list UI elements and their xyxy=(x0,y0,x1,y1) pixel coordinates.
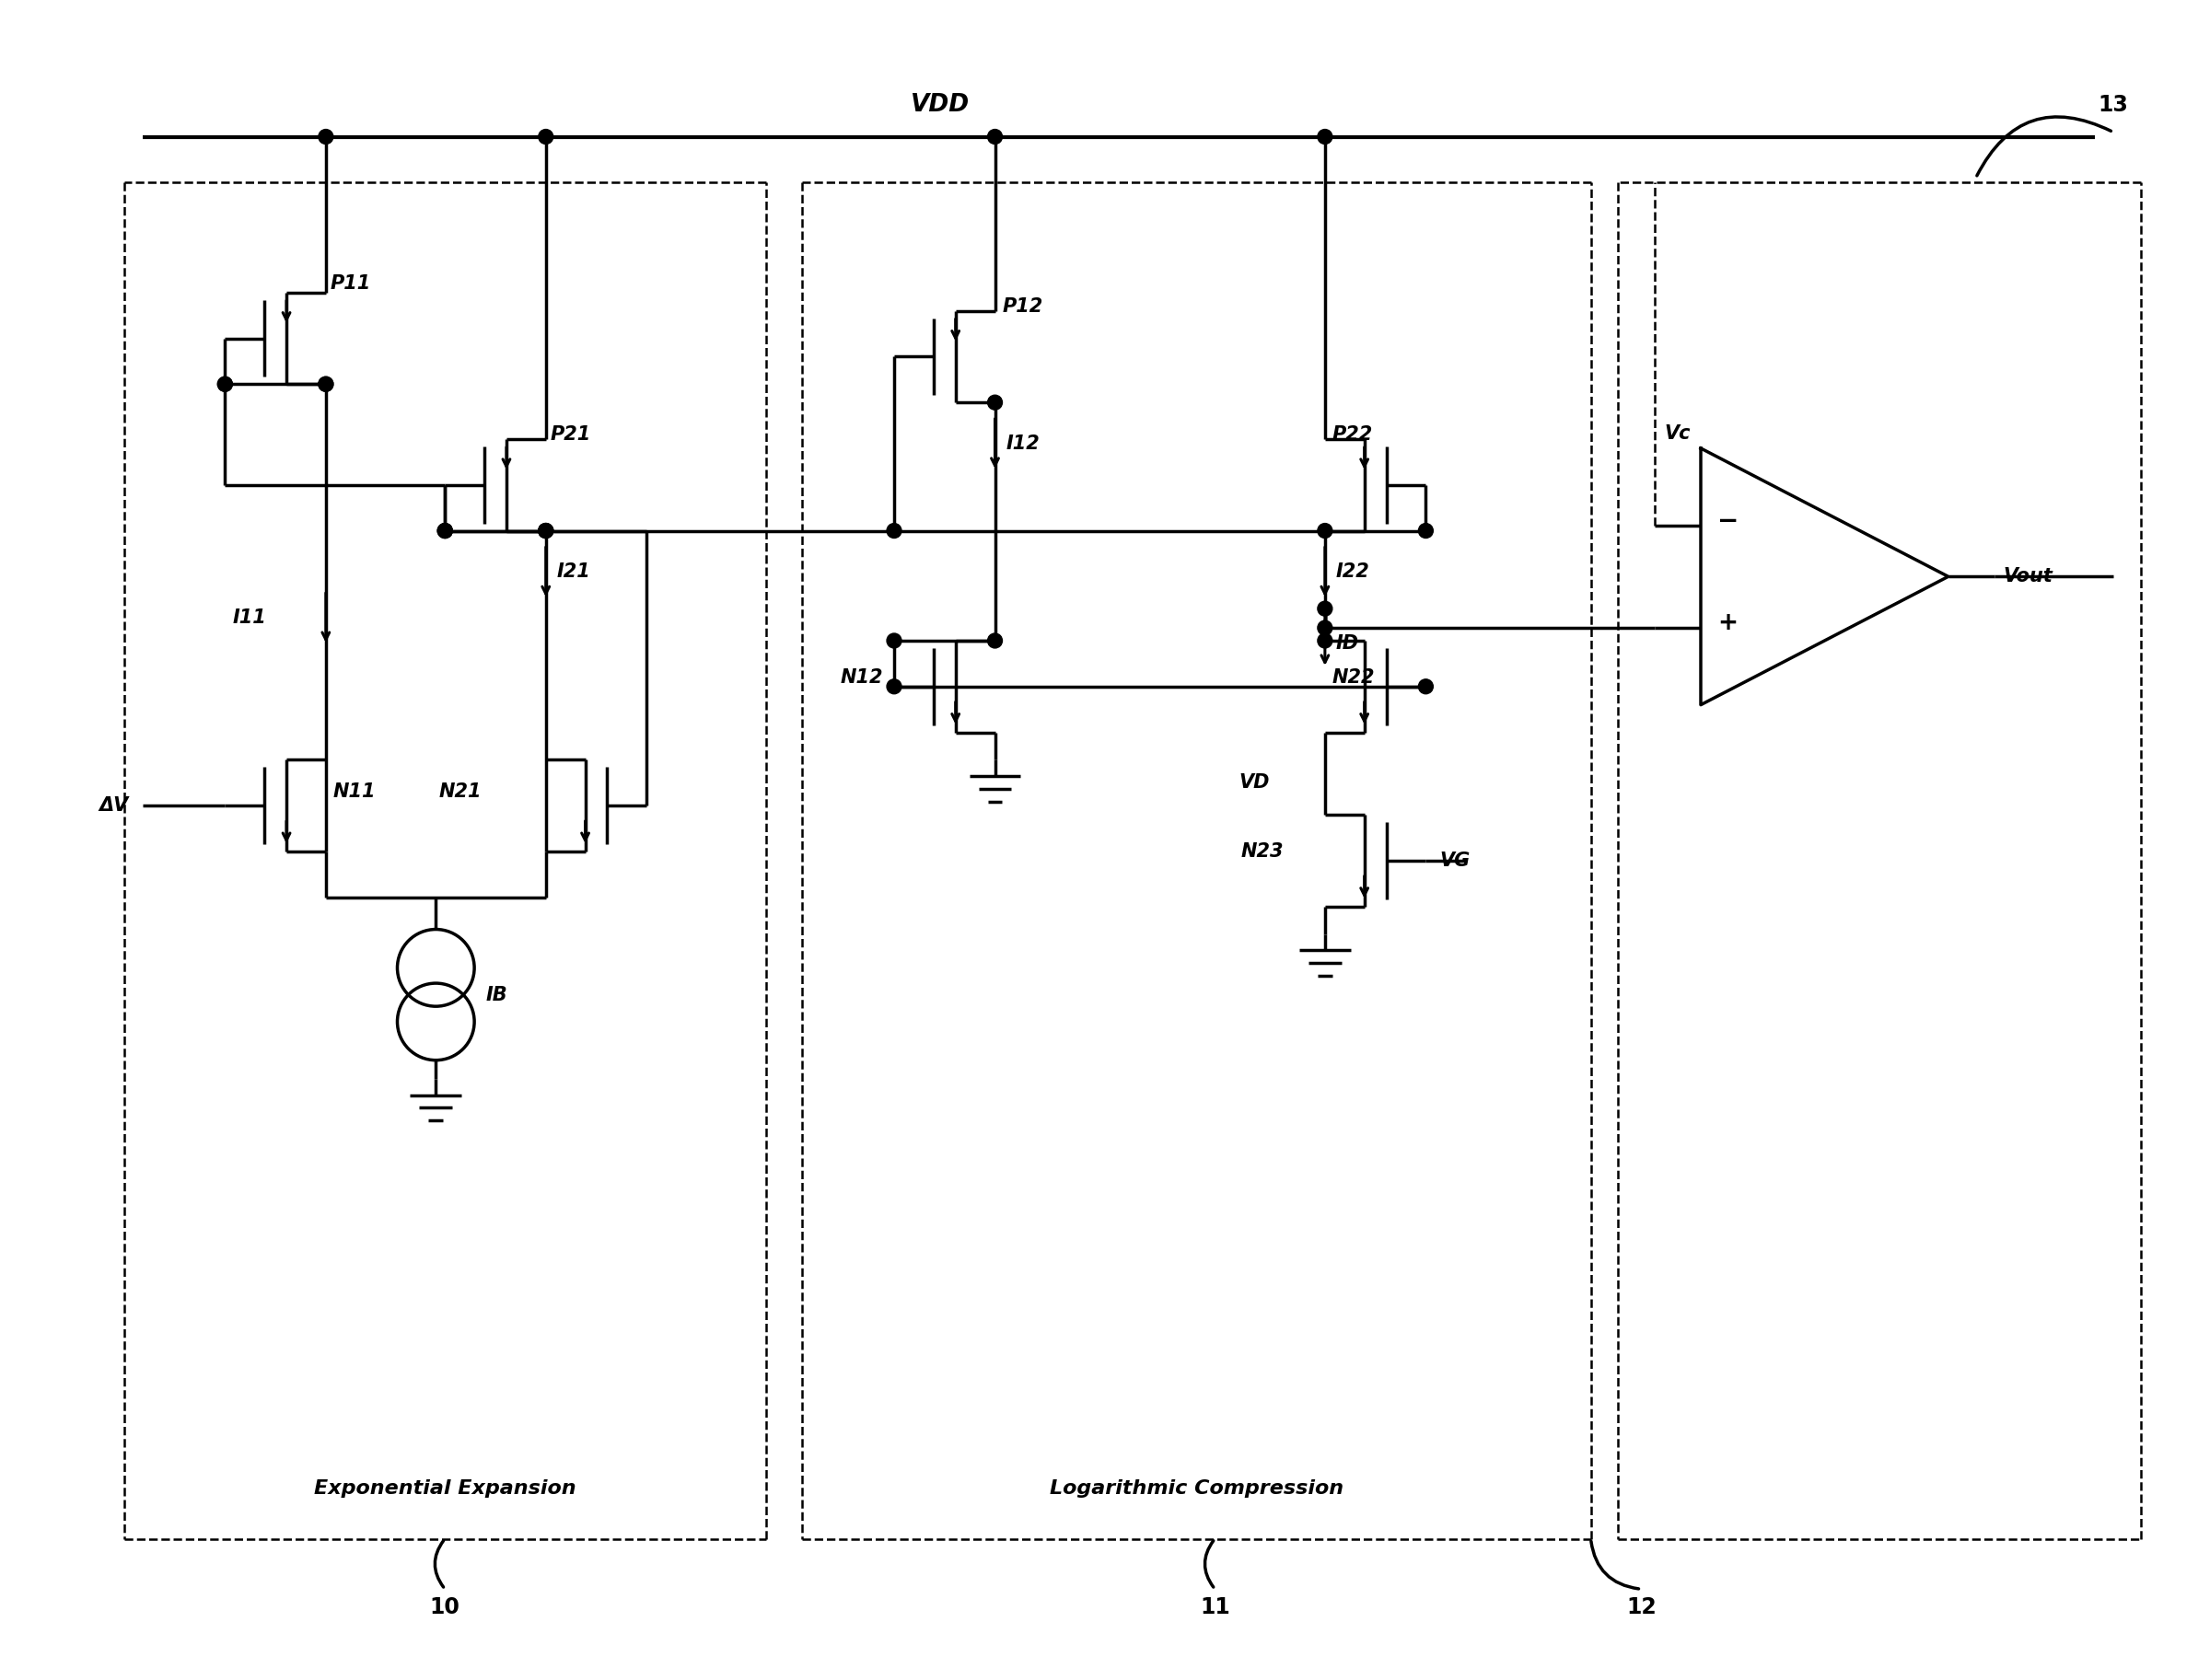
Text: 12: 12 xyxy=(1627,1596,1657,1618)
Circle shape xyxy=(539,524,554,538)
Circle shape xyxy=(1418,679,1433,694)
Text: −: − xyxy=(1717,507,1739,534)
Circle shape xyxy=(539,524,554,538)
Circle shape xyxy=(437,524,453,538)
Circle shape xyxy=(319,376,334,391)
Text: VG: VG xyxy=(1440,852,1470,870)
Circle shape xyxy=(319,129,334,144)
Text: +: + xyxy=(1717,612,1736,635)
Circle shape xyxy=(886,679,901,694)
Circle shape xyxy=(319,376,334,391)
Circle shape xyxy=(539,129,554,144)
Text: VDD: VDD xyxy=(910,92,969,116)
Text: N21: N21 xyxy=(440,783,481,801)
Circle shape xyxy=(437,524,453,538)
Text: 10: 10 xyxy=(431,1596,459,1618)
Text: 11: 11 xyxy=(1200,1596,1231,1618)
Circle shape xyxy=(1317,129,1332,144)
Circle shape xyxy=(987,129,1002,144)
Circle shape xyxy=(987,633,1002,648)
Text: N23: N23 xyxy=(1242,842,1284,860)
Text: I11: I11 xyxy=(233,608,266,627)
Circle shape xyxy=(437,524,453,538)
Circle shape xyxy=(1418,524,1433,538)
Text: N11: N11 xyxy=(334,783,376,801)
Text: ΔV: ΔV xyxy=(99,796,130,815)
Circle shape xyxy=(987,395,1002,410)
Text: Vout: Vout xyxy=(2002,568,2053,586)
Text: Vc: Vc xyxy=(1664,425,1690,444)
Circle shape xyxy=(539,524,554,538)
Text: N12: N12 xyxy=(840,669,884,687)
Circle shape xyxy=(218,376,233,391)
Circle shape xyxy=(218,376,233,391)
Text: P21: P21 xyxy=(550,425,591,444)
Text: I21: I21 xyxy=(556,563,591,581)
Text: P12: P12 xyxy=(1002,297,1044,316)
Circle shape xyxy=(1317,633,1332,648)
Text: N22: N22 xyxy=(1332,669,1376,687)
Circle shape xyxy=(1317,601,1332,617)
Text: ID: ID xyxy=(1336,635,1358,652)
Text: I22: I22 xyxy=(1336,563,1369,581)
Circle shape xyxy=(886,633,901,648)
Text: Exponential Expansion: Exponential Expansion xyxy=(314,1478,576,1497)
Text: 13: 13 xyxy=(2099,94,2128,116)
Text: IB: IB xyxy=(486,986,508,1005)
Text: Logarithmic Compression: Logarithmic Compression xyxy=(1051,1478,1343,1497)
Text: P22: P22 xyxy=(1332,425,1374,444)
Text: I12: I12 xyxy=(1007,435,1040,454)
Text: VD: VD xyxy=(1240,773,1270,791)
Circle shape xyxy=(1317,524,1332,538)
Text: P11: P11 xyxy=(330,274,371,292)
Circle shape xyxy=(886,524,901,538)
Circle shape xyxy=(1317,620,1332,635)
